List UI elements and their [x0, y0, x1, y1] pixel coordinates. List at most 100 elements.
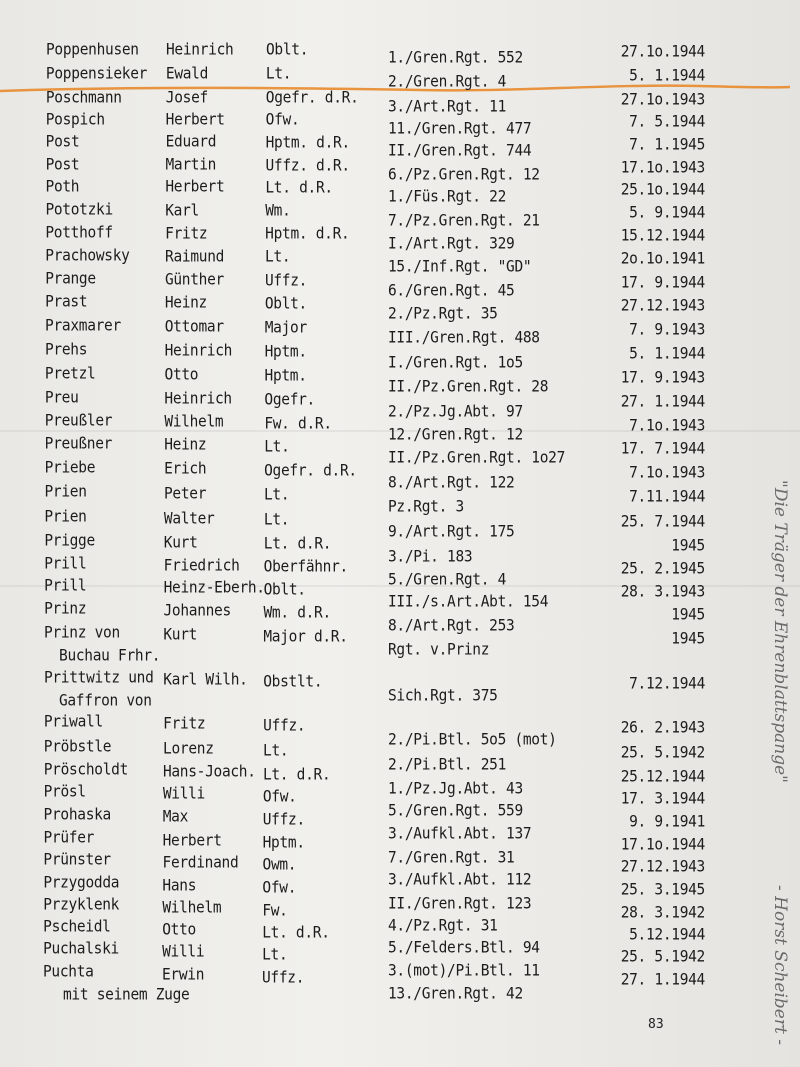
unit: 12./Gren.Rgt. 12	[388, 426, 523, 444]
first-name: Friedrich	[163, 557, 240, 575]
unit: 3./Art.Rgt. 11	[388, 98, 507, 116]
surname: Poth	[45, 178, 80, 196]
award-date: 17. 9.1943	[620, 369, 706, 387]
surname: Przygodda	[43, 874, 120, 892]
first-name: Willi	[162, 943, 205, 961]
first-name: Hans-Joach.	[162, 763, 256, 781]
surname: Pospich	[45, 111, 105, 129]
unit: III./s.Art.Abt. 154	[388, 593, 549, 612]
unit: 6./Gren.Rgt. 45	[388, 282, 515, 300]
unit: 3.(mot)/Pi.Btl. 11	[388, 961, 540, 980]
first-name: Erwin	[162, 966, 205, 984]
rank: Hptm.	[262, 834, 305, 852]
unit: Rgt. v.Prinz	[388, 641, 490, 659]
first-name: Otto	[164, 366, 199, 384]
first-name: Max	[162, 808, 189, 827]
rank: Lt.	[263, 511, 290, 529]
rank: Lt.	[264, 438, 290, 456]
rank: Obstlt.	[263, 673, 323, 691]
first-name: Heinrich	[166, 41, 234, 59]
surname: Prast	[45, 293, 88, 311]
rank: Owm.	[262, 856, 297, 874]
unit: 3./Pi. 183	[388, 548, 473, 566]
rank: Lt. d.R.	[262, 765, 331, 784]
rank: Wm. d.R.	[263, 604, 331, 622]
rank: Hptm.	[264, 343, 307, 361]
award-date: 25.12.1944	[620, 767, 706, 786]
first-name: Ferdinand	[162, 853, 239, 872]
unit: Sich.Rgt. 375	[388, 686, 498, 705]
unit: I./Gren.Rgt. 1o5	[388, 354, 523, 372]
first-name: Josef	[165, 89, 208, 107]
award-date: 27.1o.1944	[620, 43, 706, 61]
unit: II./Pz.Gren.Rgt. 1o27	[388, 449, 566, 467]
surname: Prinz	[44, 600, 87, 618]
rank: Hptm. d.R.	[265, 225, 350, 243]
surname: Prohaska	[43, 806, 112, 824]
first-name: Kurt	[163, 534, 198, 552]
first-name: Kurt	[163, 626, 198, 644]
first-name: Heinz-Eberh.	[163, 579, 265, 597]
surname: Pretzl	[44, 365, 96, 383]
unit: 1./Gren.Rgt. 552	[388, 49, 523, 67]
award-date: 5. 1.1944	[629, 345, 705, 363]
unit: Pz.Rgt. 3	[388, 498, 464, 516]
unit: 15./Inf.Rgt. "GD"	[388, 258, 532, 276]
award-date: 25. 3.1945	[620, 881, 706, 899]
rank: Ogefr.	[264, 391, 315, 409]
award-date: 2o.1o.1941	[620, 250, 706, 269]
rank: Fw. d.R.	[264, 414, 332, 433]
surname: Preußner	[44, 435, 113, 453]
rank: Uffz. d.R.	[265, 157, 350, 175]
rank: Uffz.	[262, 969, 305, 987]
award-date: 17. 3.1944	[620, 790, 706, 808]
paper-fold	[0, 430, 800, 432]
rank: Uffz.	[262, 811, 305, 829]
unit: III./Gren.Rgt. 488	[388, 329, 540, 348]
rank: Ofw.	[265, 111, 300, 130]
rank: Lt.	[265, 248, 291, 267]
surname: Pototzki	[45, 201, 113, 219]
rank: Lt. d.R.	[263, 535, 332, 553]
award-date: 27.12.1943	[620, 297, 706, 315]
handwritten-title: "Die Träger der Ehrenblattspange"	[770, 480, 790, 783]
unit: 7./Pz.Gren.Rgt. 21	[388, 211, 540, 230]
surname: Pröbstle	[43, 738, 112, 756]
rank: Major	[264, 319, 307, 337]
surname: Preu	[44, 389, 79, 407]
surname: Praxmarer	[45, 317, 121, 335]
first-name: Wilhelm	[162, 899, 222, 917]
first-name: Fritz	[163, 715, 206, 733]
award-date: 7. 1.1945	[629, 135, 705, 154]
first-name: Karl	[165, 201, 199, 220]
unit: 3./Aufkl.Abt. 137	[388, 825, 532, 844]
award-date: 27. 1.1944	[620, 393, 706, 411]
surname-continued: Gaffron von	[58, 692, 152, 710]
unit: 2./Pi.Btl. 5o5 (mot)	[388, 731, 557, 749]
orange-highlight-line	[0, 84, 791, 93]
unit: 2./Pi.Btl. 251	[388, 756, 507, 774]
first-name: Otto	[162, 921, 196, 939]
first-name: Heinrich	[164, 390, 232, 408]
rank: Oblt.	[263, 580, 306, 599]
surname: Poppensieker	[45, 65, 148, 83]
rank: Ogefr. d.R.	[264, 462, 357, 480]
rank: Lt.	[265, 65, 292, 83]
unit: 2./Gren.Rgt. 4	[388, 73, 507, 91]
award-date: 25. 5.1942	[620, 948, 706, 966]
award-date: 5. 9.1944	[629, 204, 705, 222]
first-name: Willi	[162, 785, 205, 803]
award-date: 1945	[671, 606, 705, 624]
first-name: Raimund	[165, 248, 225, 266]
award-date: 7.1o.1943	[629, 464, 705, 482]
first-name: Johannes	[163, 602, 231, 620]
rank: Oblt.	[266, 41, 309, 59]
surname: Potthoff	[45, 224, 113, 242]
unit: 8./Art.Rgt. 122	[388, 473, 515, 492]
award-date: 25. 5.1942	[620, 744, 706, 763]
rank: Major d.R.	[263, 628, 348, 646]
rank: Lt.	[263, 742, 289, 761]
award-date: 5.12.1944	[629, 926, 705, 944]
first-name: Fritz	[165, 224, 208, 243]
first-name: Ottomar	[164, 318, 224, 336]
